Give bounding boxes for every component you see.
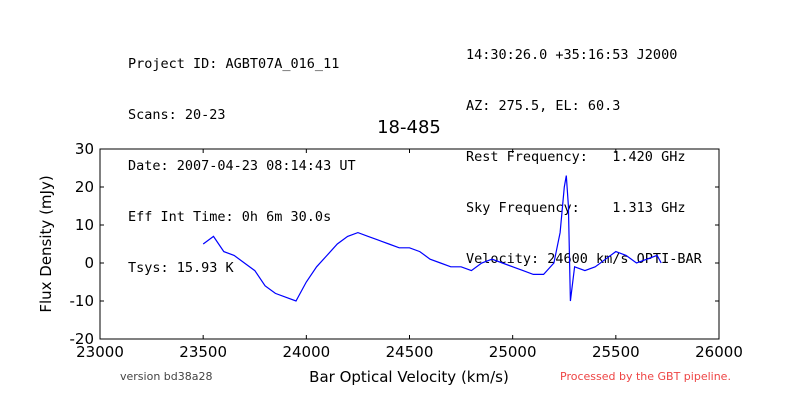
scans: Scans: 20-23 xyxy=(128,107,226,123)
y-tick-label: 10 xyxy=(75,216,94,234)
x-tick-label: 25000 xyxy=(489,343,537,361)
x-tick-label: 23500 xyxy=(179,343,227,361)
y-tick-label: -20 xyxy=(70,330,95,348)
chart-title: 18-485 xyxy=(377,117,441,138)
x-tick-label: 24500 xyxy=(386,343,434,361)
y-tick-label: -10 xyxy=(70,292,95,310)
x-tick-label: 25500 xyxy=(592,343,640,361)
sky-frequency: Sky Frequency: 1.313 GHz xyxy=(466,200,686,216)
spectrum-series xyxy=(202,175,662,302)
y-tick-label: 20 xyxy=(75,178,94,196)
plot-frame xyxy=(99,148,720,340)
x-tick-label: 24000 xyxy=(282,343,330,361)
eff-int-time: Eff Int Time: 0h 6m 30.0s xyxy=(128,209,332,225)
x-tick-label: 23000 xyxy=(76,343,124,361)
az-el: AZ: 275.5, EL: 60.3 xyxy=(466,98,621,114)
y-axis-label: Flux Density (mJy) xyxy=(37,175,55,312)
x-axis-label: Bar Optical Velocity (km/s) xyxy=(309,368,509,386)
project-id: Project ID: AGBT07A_016_11 xyxy=(128,56,340,72)
coordinates: 14:30:26.0 +35:16:53 J2000 xyxy=(466,47,678,63)
date: Date: 2007-04-23 08:14:43 UT xyxy=(128,158,356,174)
velocity: Velocity: 24600 km/s OPTI-BAR xyxy=(466,251,702,267)
version-label: version bd38a28 xyxy=(120,370,213,383)
header-right: 14:30:26.0 +35:16:53 J2000 AZ: 275.5, EL… xyxy=(466,13,702,285)
y-tick-label: 30 xyxy=(75,140,94,158)
header-left: Project ID: AGBT07A_016_11 Scans: 20-23 … xyxy=(128,22,356,294)
tsys: Tsys: 15.93 K xyxy=(128,260,234,276)
processed-label: Processed by the GBT pipeline. xyxy=(560,370,731,383)
x-tick-label: 26000 xyxy=(695,343,743,361)
rest-frequency: Rest Frequency: 1.420 GHz xyxy=(466,149,686,165)
y-tick-label: 0 xyxy=(84,254,94,272)
